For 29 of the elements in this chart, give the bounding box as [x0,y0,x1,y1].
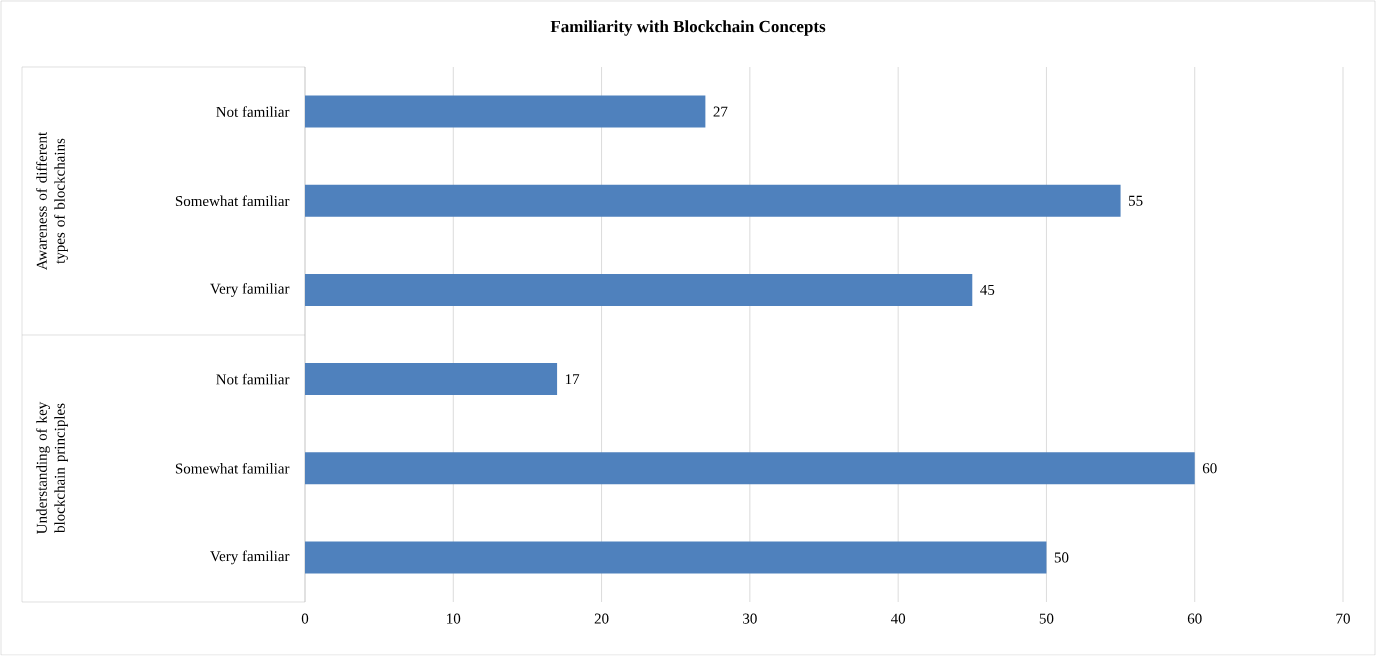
x-tick-label: 50 [1039,613,1054,624]
data-label: 45 [980,284,995,295]
y-tick-label: Very familiar [210,550,290,565]
y-tick-label: Very familiar [210,283,290,297]
data-label: 27 [713,106,728,117]
y-tick-label: Somewhat familiar [175,195,290,207]
x-tick-label: 60 [1187,613,1202,624]
bar [305,95,706,128]
text: Awareness of different types of blockchains [36,131,68,270]
x-tick-label: 0 [301,613,309,624]
x-tick-label: 10 [447,613,461,624]
data-label: 50 [1054,552,1069,563]
bar [305,273,973,306]
x-tick-label: 20 [594,613,609,624]
x-tick-label: 40 [890,613,906,624]
bar [305,363,558,396]
data-label: 60 [1202,463,1217,474]
x-tick-label: 70 [1336,613,1350,624]
bar [305,541,1047,574]
x-tick-label: 30 [743,613,757,624]
data-label: 55 [1128,195,1143,206]
bar [305,452,1195,485]
text: Understanding of key blockchain principles [36,401,68,534]
y-tick-label: Not familiar [216,373,290,385]
y-tick-label: Not familiar [216,106,290,117]
data-label: 17 [565,374,580,385]
bar [305,184,1121,217]
chart-title: Familiarity with Blockchain Concepts [550,20,826,36]
y-tick-label: Somewhat familiar [175,462,290,474]
